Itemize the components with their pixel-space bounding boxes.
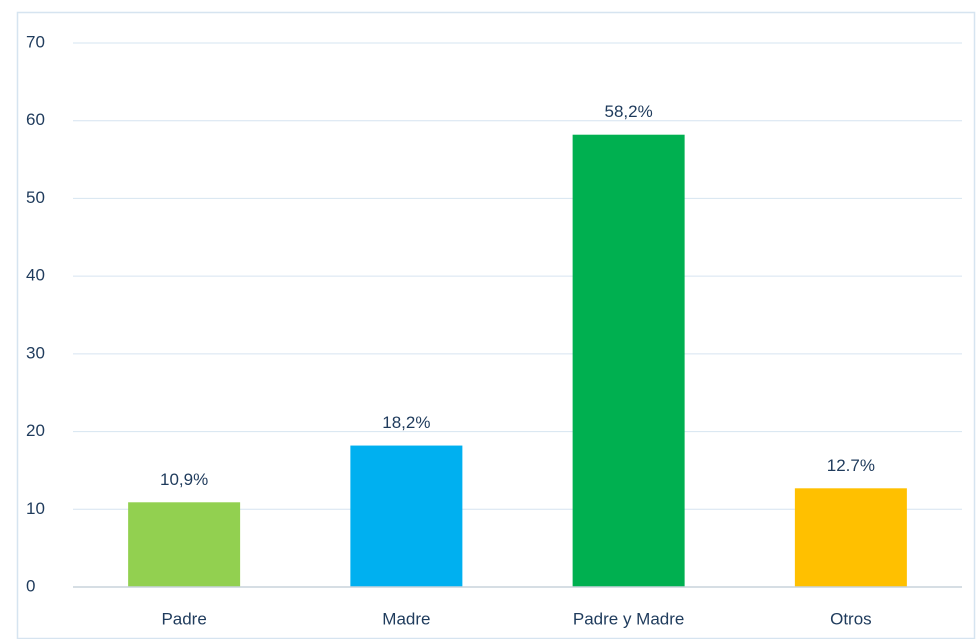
value-label: 58,2%	[605, 102, 653, 121]
bar	[350, 445, 463, 587]
bar	[128, 502, 241, 587]
value-label: 12.7%	[827, 456, 875, 475]
y-tick-label: 70	[26, 32, 45, 51]
x-tick-label: Otros	[830, 609, 872, 628]
y-tick-label: 30	[26, 343, 45, 362]
bar	[572, 134, 685, 587]
y-tick-label: 10	[26, 499, 45, 518]
y-tick-label: 60	[26, 110, 45, 129]
bar	[794, 488, 907, 587]
x-tick-label: Madre	[382, 609, 430, 628]
x-tick-label: Padre y Madre	[573, 609, 685, 628]
value-label: 18,2%	[382, 413, 430, 432]
y-tick-label: 50	[26, 188, 45, 207]
y-tick-label: 40	[26, 266, 45, 285]
y-tick-label: 0	[26, 576, 35, 595]
value-label: 10,9%	[160, 470, 208, 489]
x-tick-label: Padre	[161, 609, 206, 628]
y-tick-label: 20	[26, 421, 45, 440]
